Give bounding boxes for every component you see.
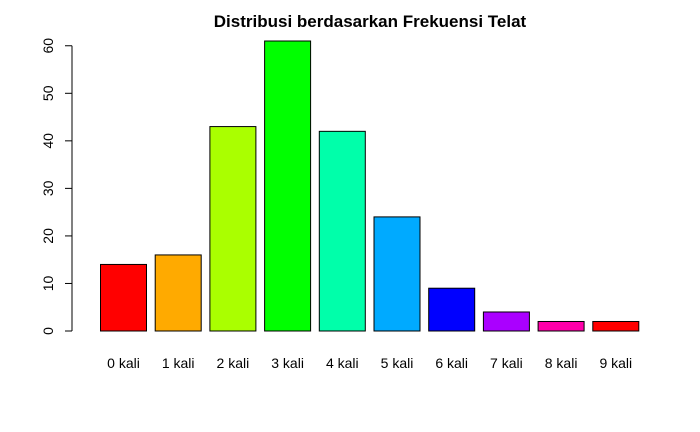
bar-0-kali (100, 263, 147, 332)
bar-4-kali (318, 130, 366, 332)
y-tick-label: 30 (40, 180, 56, 196)
x-category-label: 2 kali (217, 355, 250, 371)
x-category-label: 7 kali (490, 355, 523, 371)
y-tick-label: 50 (40, 85, 56, 101)
bar-7-kali (482, 311, 530, 332)
bar-3-kali (264, 40, 312, 332)
y-axis: 0 10 20 30 40 50 60 (40, 38, 73, 335)
bar-6-kali (428, 287, 476, 332)
x-category-label: 9 kali (599, 355, 632, 371)
x-category-label: 5 kali (381, 355, 414, 371)
x-category-label: 4 kali (326, 355, 359, 371)
bar-1-kali (154, 254, 202, 332)
x-category-label: 1 kali (162, 355, 195, 371)
y-tick-label: 0 (40, 327, 56, 335)
y-tick-label: 60 (40, 38, 56, 54)
y-tick-label: 20 (40, 228, 56, 244)
x-category-label: 3 kali (271, 355, 304, 371)
y-tick-label: 40 (40, 133, 56, 149)
chart-title: Distribusi berdasarkan Frekuensi Telat (214, 12, 527, 31)
bar-9-kali (592, 320, 640, 332)
x-category-label: 6 kali (435, 355, 468, 371)
x-category-label: 8 kali (545, 355, 578, 371)
y-tick-label: 10 (40, 275, 56, 291)
x-axis-labels: 0 kali 1 kali 2 kali 3 kali 4 kali 5 kali 6 ka… (107, 355, 632, 371)
bar-8-kali (537, 320, 585, 332)
x-category-label: 0 kali (107, 355, 140, 371)
bar-2-kali (209, 126, 257, 332)
bar-5-kali (373, 216, 421, 332)
bars-group (100, 40, 640, 332)
